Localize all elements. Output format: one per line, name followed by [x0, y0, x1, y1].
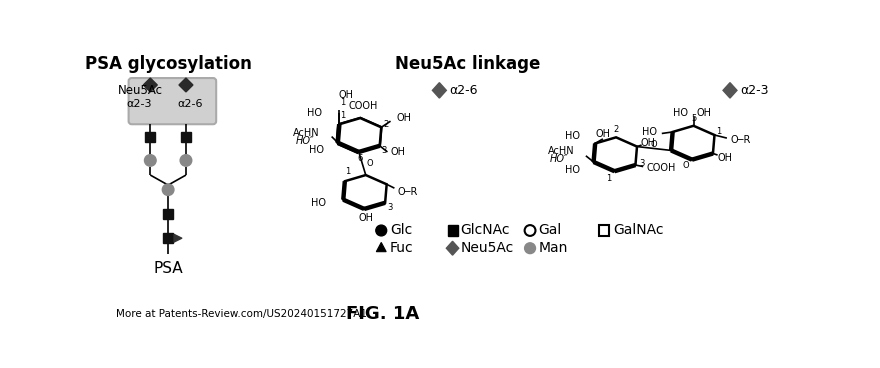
Text: COOH: COOH: [646, 163, 676, 173]
Text: HO: HO: [307, 109, 322, 118]
Bar: [181, 131, 191, 142]
Text: OH: OH: [391, 147, 406, 157]
Text: HO: HO: [673, 109, 688, 118]
Polygon shape: [174, 234, 182, 242]
Text: O: O: [650, 140, 657, 149]
Text: 2: 2: [613, 125, 619, 134]
Text: HO″: HO″: [550, 154, 568, 164]
Text: GlcNAc: GlcNAc: [460, 223, 510, 237]
Polygon shape: [338, 118, 381, 152]
Circle shape: [144, 155, 156, 166]
Text: Man: Man: [539, 241, 568, 255]
Text: FIG. 1A: FIG. 1A: [347, 305, 420, 323]
Text: O─R: O─R: [398, 187, 418, 197]
Polygon shape: [377, 243, 386, 252]
Text: O─R: O─R: [730, 135, 751, 145]
Polygon shape: [338, 118, 381, 152]
Text: OH: OH: [596, 129, 611, 139]
Text: 3: 3: [382, 146, 387, 155]
Text: AcHN: AcHN: [548, 146, 575, 156]
Text: OH: OH: [358, 213, 373, 223]
Text: 6: 6: [357, 153, 363, 163]
Text: AcHN: AcHN: [293, 128, 319, 138]
Polygon shape: [343, 175, 386, 209]
Polygon shape: [143, 78, 158, 92]
Text: HO: HO: [642, 127, 657, 137]
Text: PSA glycosylation: PSA glycosylation: [84, 55, 252, 73]
Text: 1: 1: [716, 127, 722, 137]
Text: HO: HO: [312, 198, 326, 208]
Text: Neu5Ac: Neu5Ac: [118, 84, 163, 97]
Text: 2: 2: [384, 120, 389, 129]
Bar: [145, 131, 156, 142]
FancyBboxPatch shape: [128, 78, 216, 124]
Circle shape: [376, 225, 386, 236]
Bar: [163, 233, 173, 243]
Text: More at Patents-Review.com/US20240151727A1: More at Patents-Review.com/US20240151727…: [116, 309, 367, 319]
Text: 5: 5: [691, 114, 696, 123]
Text: O: O: [683, 161, 689, 170]
Text: 1: 1: [605, 174, 611, 183]
Text: OH: OH: [338, 90, 353, 100]
Text: 1: 1: [340, 110, 345, 120]
Text: OH: OH: [696, 109, 711, 118]
Text: Gal: Gal: [539, 223, 561, 237]
Polygon shape: [179, 78, 193, 92]
Text: 3: 3: [639, 159, 644, 168]
Text: HO″: HO″: [296, 136, 315, 146]
Text: 1: 1: [340, 98, 345, 107]
Circle shape: [524, 225, 535, 236]
Polygon shape: [432, 83, 446, 98]
Text: HO: HO: [565, 131, 580, 141]
Text: OH: OH: [717, 153, 733, 163]
Circle shape: [162, 184, 174, 195]
Text: OH: OH: [640, 138, 655, 149]
Text: 1: 1: [345, 167, 350, 177]
Text: PSA: PSA: [153, 261, 183, 276]
Text: α2-3: α2-3: [740, 84, 768, 97]
Text: HO: HO: [565, 164, 580, 175]
Bar: [448, 226, 458, 236]
Text: O: O: [367, 159, 373, 168]
Text: OH: OH: [397, 113, 412, 123]
Circle shape: [524, 243, 535, 254]
Bar: [599, 226, 610, 236]
Text: Glc: Glc: [390, 223, 412, 237]
Text: COOH: COOH: [348, 101, 378, 111]
Text: α2-3: α2-3: [127, 99, 152, 109]
Text: α2-6: α2-6: [178, 99, 203, 109]
Text: Neu5Ac: Neu5Ac: [460, 241, 514, 255]
Polygon shape: [671, 126, 715, 160]
Text: HO: HO: [309, 145, 324, 155]
Polygon shape: [446, 241, 458, 255]
Text: Fuc: Fuc: [390, 241, 414, 255]
Text: Neu5Ac linkage: Neu5Ac linkage: [395, 55, 540, 73]
Text: α2-6: α2-6: [450, 84, 478, 97]
Text: GalNAc: GalNAc: [613, 223, 664, 237]
Bar: [163, 209, 173, 219]
Polygon shape: [723, 83, 737, 98]
Text: 3: 3: [387, 203, 392, 212]
Circle shape: [180, 155, 192, 166]
Polygon shape: [594, 137, 637, 171]
